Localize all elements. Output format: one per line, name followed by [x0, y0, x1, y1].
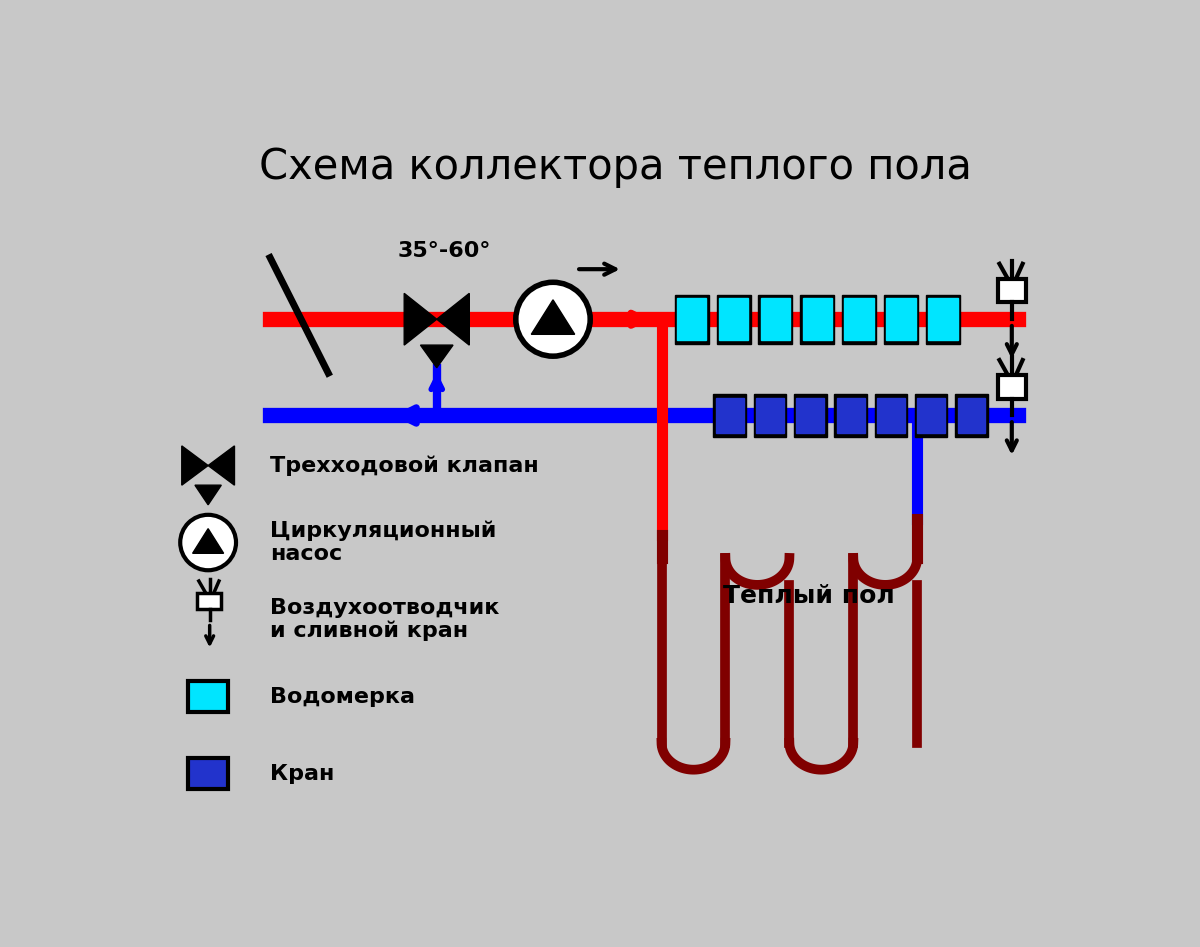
Text: Воздухоотводчик
и сливной кран: Воздухоотводчик и сливной кран: [270, 598, 499, 641]
Bar: [845, 298, 874, 340]
Bar: [958, 398, 985, 433]
Bar: [714, 394, 746, 437]
Bar: [674, 295, 709, 344]
Polygon shape: [437, 294, 469, 345]
Bar: [842, 295, 876, 344]
Bar: [800, 295, 834, 344]
Bar: [761, 298, 790, 340]
Bar: [914, 394, 948, 437]
Polygon shape: [208, 446, 234, 485]
Text: Кран: Кран: [270, 763, 335, 783]
Polygon shape: [420, 345, 454, 367]
Bar: [794, 394, 827, 437]
Text: Водомерка: Водомерка: [270, 687, 415, 706]
Text: Циркуляционный
насос: Циркуляционный насос: [270, 521, 497, 564]
Bar: [197, 594, 221, 609]
Polygon shape: [404, 294, 437, 345]
Polygon shape: [181, 446, 208, 485]
Bar: [998, 375, 1026, 399]
Bar: [797, 398, 824, 433]
Text: Теплый пол: Теплый пол: [722, 584, 895, 608]
Bar: [758, 295, 792, 344]
Bar: [884, 295, 918, 344]
Bar: [875, 394, 907, 437]
Text: 35°-60°: 35°-60°: [397, 241, 491, 261]
Bar: [756, 398, 784, 433]
Bar: [188, 681, 228, 712]
Bar: [834, 394, 866, 437]
Polygon shape: [194, 485, 221, 505]
Bar: [754, 394, 786, 437]
Polygon shape: [532, 300, 575, 334]
Bar: [715, 398, 744, 433]
Bar: [998, 279, 1026, 302]
Bar: [716, 295, 751, 344]
Bar: [677, 298, 707, 340]
Text: Схема коллектора теплого пола: Схема коллектора теплого пола: [258, 146, 972, 188]
Bar: [925, 295, 960, 344]
Bar: [803, 298, 832, 340]
Circle shape: [516, 282, 590, 356]
Text: Трехходовой клапан: Трехходовой клапан: [270, 456, 539, 475]
Circle shape: [180, 515, 236, 570]
Bar: [188, 759, 228, 789]
Bar: [917, 398, 946, 433]
Bar: [877, 398, 905, 433]
Bar: [887, 298, 916, 340]
Bar: [719, 298, 749, 340]
Bar: [928, 298, 958, 340]
Bar: [955, 394, 988, 437]
Bar: [836, 398, 864, 433]
Polygon shape: [193, 528, 223, 553]
